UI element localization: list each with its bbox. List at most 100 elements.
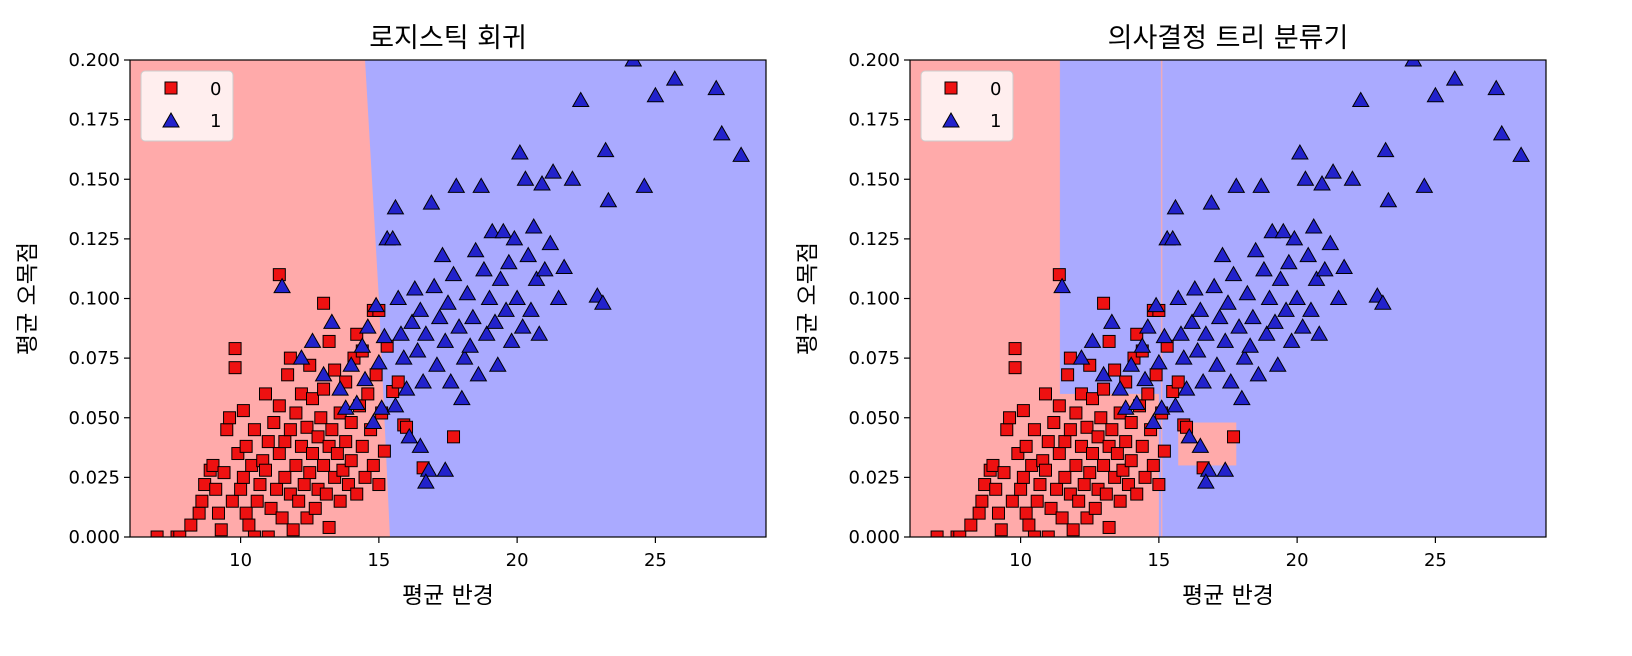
- point-class-0: [358, 470, 372, 484]
- point-class-1: [397, 380, 416, 396]
- point-class-0: [1038, 387, 1052, 401]
- point-class-0: [272, 447, 286, 461]
- point-class-1: [1221, 372, 1240, 389]
- point-class-0: [322, 520, 336, 534]
- point-class-1: [1210, 308, 1229, 325]
- point-class-0: [1030, 494, 1044, 508]
- point-class-0: [1080, 511, 1094, 525]
- point-class-1: [563, 170, 582, 186]
- point-class-0: [1069, 406, 1083, 420]
- point-class-1: [1252, 177, 1271, 193]
- point-class-1: [1122, 356, 1141, 372]
- point-class-0: [1102, 334, 1116, 348]
- point-class-1: [1310, 325, 1329, 341]
- point-class-0: [239, 506, 253, 520]
- point-class-0: [1069, 458, 1083, 472]
- point-class-1: [1379, 191, 1398, 208]
- point-class-0: [211, 506, 225, 520]
- point-class-1: [394, 349, 413, 365]
- point-class-1: [499, 253, 518, 270]
- point-class-1: [1111, 380, 1130, 396]
- point-class-1: [466, 241, 485, 258]
- point-class-1: [1512, 146, 1530, 162]
- point-class-0: [264, 501, 278, 515]
- point-class-1: [1288, 289, 1306, 305]
- point-class-0: [1019, 506, 1033, 520]
- point-class-0: [294, 387, 308, 401]
- point-class-1: [488, 356, 507, 372]
- point-class-0: [1091, 430, 1105, 444]
- point-class-0: [225, 494, 239, 508]
- point-class-1: [1136, 370, 1154, 387]
- point-class-0: [1138, 470, 1152, 484]
- point-class-1: [364, 413, 383, 430]
- point-class-1: [372, 399, 391, 415]
- point-class-1: [425, 277, 444, 294]
- point-class-0: [1000, 423, 1014, 437]
- point-class-0: [986, 458, 1000, 472]
- point-class-1: [477, 325, 496, 341]
- point-class-0: [250, 494, 264, 508]
- point-class-0: [223, 411, 237, 425]
- point-class-1: [1492, 124, 1511, 141]
- x-tick-label: 25: [1424, 550, 1447, 571]
- point-class-1: [1127, 394, 1146, 410]
- point-class-1: [1188, 341, 1207, 358]
- legend-marker-square: [944, 81, 958, 95]
- point-class-1: [417, 325, 435, 341]
- point-class-0: [1116, 463, 1130, 477]
- point-class-1: [1299, 246, 1318, 263]
- point-class-0: [198, 478, 212, 492]
- point-class-1: [544, 163, 562, 179]
- point-class-1: [1268, 356, 1287, 372]
- point-class-0: [242, 518, 256, 532]
- point-class-0: [1086, 392, 1100, 406]
- point-class-1: [1343, 170, 1362, 186]
- point-class-1: [483, 222, 502, 239]
- point-class-1: [1415, 177, 1434, 193]
- point-class-0: [1058, 470, 1072, 484]
- point-class-0: [1108, 363, 1122, 377]
- point-class-1: [1208, 356, 1226, 372]
- point-class-1: [497, 301, 515, 317]
- point-class-0: [317, 296, 331, 310]
- point-class-0: [975, 494, 989, 508]
- point-class-1: [665, 70, 684, 86]
- point-class-1: [1296, 170, 1315, 186]
- point-class-0: [1149, 368, 1163, 382]
- point-class-0: [369, 368, 383, 382]
- y-tick-label: 0.175: [848, 110, 900, 131]
- point-class-0: [953, 530, 967, 537]
- point-class-1: [1197, 473, 1215, 489]
- x-axis-label: 평균 반경: [402, 583, 494, 609]
- point-class-0: [1044, 501, 1058, 515]
- legend-marker-triangle: [162, 111, 180, 128]
- point-class-1: [392, 325, 410, 341]
- point-class-0: [1033, 478, 1047, 492]
- point-class-0: [300, 420, 314, 434]
- point-class-0: [294, 439, 308, 453]
- point-class-1: [1216, 332, 1235, 348]
- point-class-1: [1335, 258, 1354, 274]
- point-class-1: [1282, 332, 1301, 348]
- point-class-1: [1183, 313, 1201, 329]
- point-class-1: [405, 279, 424, 296]
- point-class-1: [475, 260, 493, 277]
- y-axis-label: 평균 오목점: [15, 242, 41, 355]
- point-class-1: [441, 372, 460, 389]
- point-class-0: [289, 458, 303, 472]
- point-class-1: [1313, 175, 1331, 191]
- point-class-1: [1230, 318, 1248, 334]
- point-class-1: [292, 349, 311, 365]
- x-tick-label: 15: [1147, 550, 1170, 571]
- point-class-1: [1324, 163, 1342, 179]
- legend-box: [140, 70, 234, 142]
- y-tick-label: 0.150: [68, 169, 120, 190]
- point-class-1: [549, 289, 568, 305]
- point-class-0: [1055, 511, 1069, 525]
- point-class-1: [1285, 229, 1304, 246]
- point-class-1: [1426, 86, 1445, 103]
- point-class-0: [278, 435, 292, 449]
- y-tick-label: 0.200: [848, 50, 900, 71]
- point-class-1: [1216, 461, 1235, 477]
